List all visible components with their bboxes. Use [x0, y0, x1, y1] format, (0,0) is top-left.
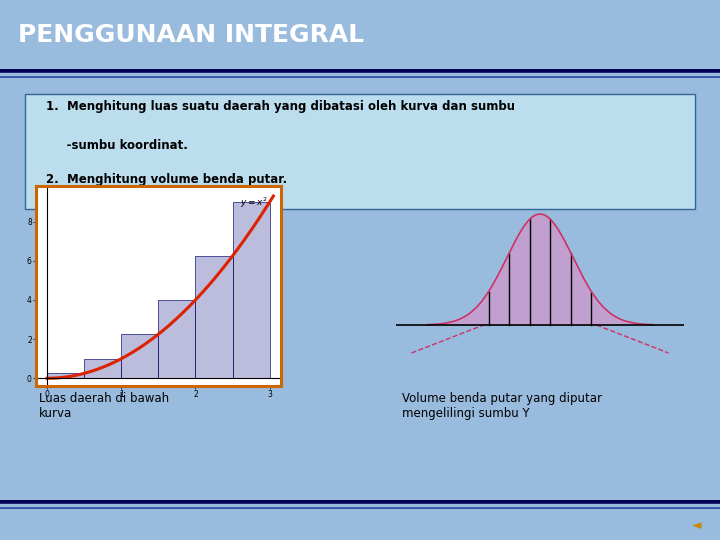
Bar	[121, 334, 158, 378]
Text: ◄: ◄	[693, 519, 702, 532]
Bar	[84, 359, 121, 378]
Text: 1.  Menghitung luas suatu daerah yang dibatasi oleh kurva dan sumbu: 1. Menghitung luas suatu daerah yang dib…	[46, 100, 515, 113]
Bar	[196, 256, 233, 378]
FancyBboxPatch shape	[24, 94, 696, 209]
Text: $y = x^2$: $y = x^2$	[240, 195, 268, 210]
Text: -sumbu koordinat.: -sumbu koordinat.	[46, 139, 188, 152]
Bar	[158, 300, 196, 378]
Text: Volume benda putar yang diputar
mengelilingi sumbu Y: Volume benda putar yang diputar mengelil…	[402, 393, 602, 421]
Text: PENGGUNAAN INTEGRAL: PENGGUNAAN INTEGRAL	[18, 23, 364, 47]
Text: Luas daerah di bawah
kurva: Luas daerah di bawah kurva	[39, 393, 169, 421]
Bar	[47, 373, 84, 378]
Bar	[233, 202, 270, 378]
Text: 2.  Menghitung volume benda putar.: 2. Menghitung volume benda putar.	[46, 173, 287, 186]
